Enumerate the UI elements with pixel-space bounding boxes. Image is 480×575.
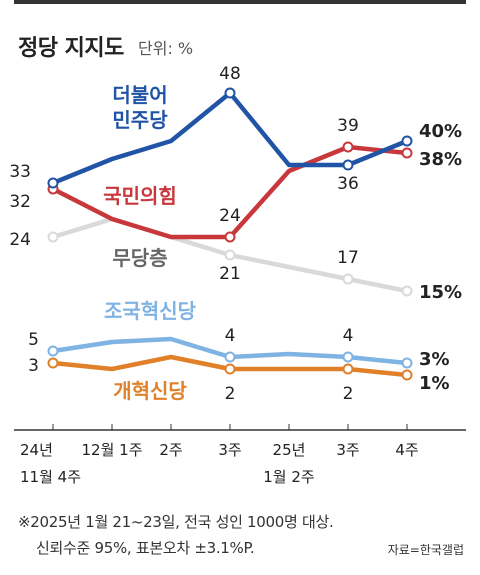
data-point bbox=[47, 357, 59, 369]
end-value-label: 3% bbox=[419, 349, 450, 370]
data-point bbox=[342, 351, 354, 363]
unit-label: 단위: % bbox=[138, 39, 194, 58]
end-value-label: 15% bbox=[419, 282, 462, 303]
data-point bbox=[401, 135, 413, 147]
data-label: 36 bbox=[337, 174, 359, 194]
data-label: 21 bbox=[219, 264, 241, 284]
series-name-label: 국민의힘 bbox=[103, 184, 177, 208]
data-point bbox=[401, 369, 413, 381]
series-name-label: 조국혁신당 bbox=[104, 299, 197, 323]
data-label: 3 bbox=[28, 356, 39, 376]
data-label: 24 bbox=[9, 230, 31, 250]
data-point bbox=[224, 231, 236, 243]
data-label: 17 bbox=[337, 248, 359, 268]
chart-title: 정당 지지도 bbox=[18, 36, 124, 61]
data-point bbox=[342, 159, 354, 171]
series-name-label: 민주당 bbox=[112, 108, 168, 132]
x-tick-label: 2주 bbox=[159, 441, 182, 459]
data-label: 2 bbox=[343, 384, 354, 404]
series-line-0 bbox=[52, 90, 408, 186]
x-tick-label: 3주 bbox=[336, 441, 359, 459]
x-tick-label: 12월 1주 bbox=[82, 441, 143, 459]
data-label: 24 bbox=[219, 206, 241, 226]
series-name-label: 무당층 bbox=[112, 246, 167, 270]
data-point bbox=[224, 351, 236, 363]
end-value-label: 1% bbox=[419, 373, 450, 394]
data-point bbox=[47, 231, 59, 243]
footnote-line-1: ※2025년 1월 21~23일, 전국 성인 1000명 대상. bbox=[18, 513, 334, 531]
end-value-label: 40% bbox=[419, 121, 462, 142]
data-point bbox=[342, 273, 354, 285]
data-point bbox=[401, 357, 413, 369]
data-point bbox=[47, 177, 59, 189]
footnote-line-2: 신뢰수준 95%, 표본오차 ±3.1%P. bbox=[36, 539, 255, 557]
data-point bbox=[401, 285, 413, 297]
data-point bbox=[47, 345, 59, 357]
data-point bbox=[342, 363, 354, 375]
x-tick-label-secondary: 1월 2주 bbox=[263, 468, 314, 486]
data-label: 4 bbox=[225, 326, 236, 346]
data-label: 33 bbox=[9, 162, 31, 182]
data-label: 2 bbox=[225, 384, 236, 404]
x-tick-label: 3주 bbox=[218, 441, 241, 459]
data-label: 39 bbox=[337, 116, 359, 136]
end-value-label: 38% bbox=[419, 149, 462, 170]
data-point bbox=[342, 141, 354, 153]
top-rule bbox=[14, 0, 466, 4]
source-label: 자료=한국갤럽 bbox=[387, 543, 464, 557]
x-tick-label: 24년 bbox=[20, 441, 53, 459]
series-name-label: 더불어 bbox=[112, 83, 167, 107]
x-tick-label: 4주 bbox=[395, 441, 418, 459]
x-tick-label-secondary: 11월 4주 bbox=[20, 468, 81, 486]
data-point bbox=[401, 147, 413, 159]
data-label: 32 bbox=[9, 192, 31, 212]
series-name-label: 개혁신당 bbox=[113, 379, 187, 403]
data-point bbox=[224, 363, 236, 375]
data-point bbox=[224, 249, 236, 261]
data-label: 5 bbox=[28, 330, 39, 350]
x-tick-label: 25년 bbox=[273, 441, 306, 459]
data-label: 4 bbox=[343, 326, 354, 346]
data-point bbox=[224, 87, 236, 99]
data-label: 48 bbox=[219, 64, 241, 84]
